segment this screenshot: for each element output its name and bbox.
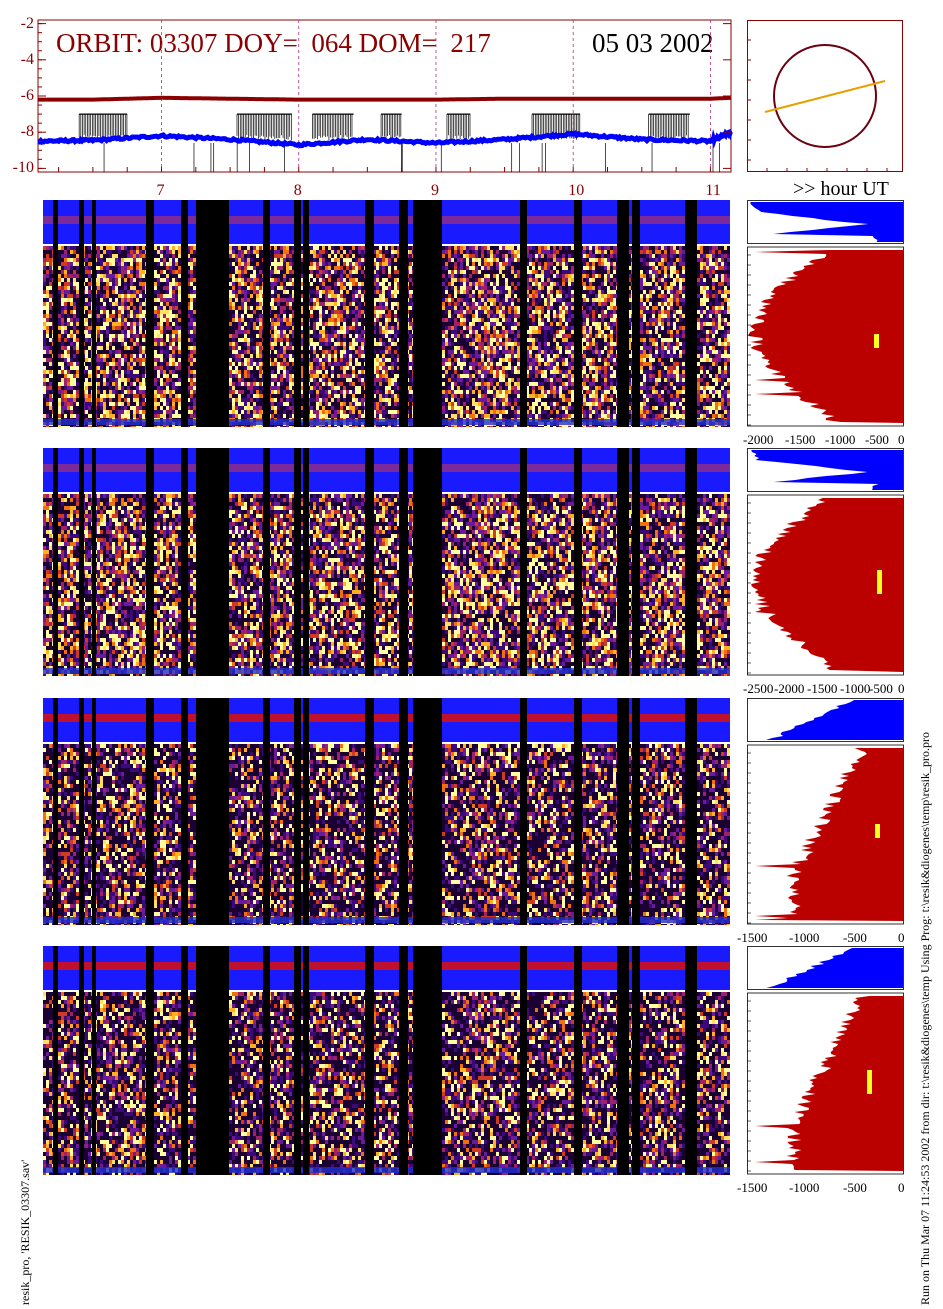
right-caption: Run on Thu Mar 07 11:24:53 2002 from dir… (918, 732, 933, 1305)
top-plot-frame (37, 19, 732, 173)
hist-axis-tick: -1000 (789, 1180, 819, 1196)
date-label: 05 03 2002 (592, 28, 714, 59)
hist-main-fill (754, 996, 903, 1171)
hist-axis-tick: 0 (898, 1180, 905, 1196)
hist-main-fill (754, 748, 903, 921)
x-tick-label: 11 (705, 182, 720, 200)
hist-axis-tick: 0 (898, 681, 905, 697)
y-tick-label: -8 (4, 123, 34, 141)
series-line-0 (38, 95, 731, 102)
series-0-point-9 (641, 98, 643, 100)
hist-axis-tick: -2000 (743, 432, 773, 448)
x-axis-label: >> hour UT (793, 178, 889, 201)
histogram-panel-2 (747, 448, 904, 676)
hist-top-fill (750, 202, 903, 242)
series-1-point-4 (298, 144, 300, 146)
series-0-point-0 (37, 99, 39, 101)
hist-main-fill (751, 498, 903, 672)
series-line-1 (37, 128, 733, 149)
hist-axis-tick: -1500 (737, 1180, 767, 1196)
histogram-panel-3 (747, 698, 904, 925)
hist-axis-tick: -2000 (774, 681, 804, 697)
series-0-point-8 (572, 98, 574, 100)
series-1-point-2 (161, 135, 163, 137)
series-1-point-6 (435, 142, 437, 144)
series-0-point-1 (92, 99, 94, 101)
left-caption: resik_pro, 'RESIK_03307.sav' (18, 1160, 33, 1305)
spectrogram-panel-4 (43, 946, 730, 1175)
top-line-plot (37, 19, 733, 173)
earth-circle (773, 44, 877, 148)
orbit-title: ORBIT: 03307 DOY= 064 DOM= 217 (56, 28, 491, 59)
y-tick-label: -10 (4, 159, 34, 177)
hist-axis-tick: -1500 (807, 681, 837, 697)
hist-axis-tick: -500 (843, 930, 867, 946)
hist-axis-tick: -500 (869, 681, 893, 697)
spectrogram-panel-1 (43, 200, 730, 427)
x-tick-label: 10 (568, 182, 584, 200)
series-1-point-7 (504, 138, 506, 140)
hist-main-fill (748, 250, 903, 423)
series-0-point-11 (730, 97, 732, 99)
hist-axis-tick: -1500 (785, 432, 815, 448)
hist-axis-tick: -1000 (825, 432, 855, 448)
series-0-point-6 (435, 99, 437, 101)
series-1-point-3 (229, 138, 231, 140)
series-1-point-10 (709, 140, 711, 142)
spectrogram-panel-3 (43, 698, 730, 925)
histogram-panel-4 (747, 946, 904, 1175)
orbit-track-plot (747, 20, 903, 172)
hist-axis-tick: -1500 (737, 930, 767, 946)
hist-marker (875, 824, 880, 838)
hist-top-fill (766, 948, 903, 988)
hist-axis-tick: -500 (843, 1180, 867, 1196)
hist-top-fill (751, 450, 903, 490)
series-1-point-5 (366, 138, 368, 140)
hist-top-fill (765, 700, 903, 740)
hist-axis-tick: -1000 (789, 930, 819, 946)
hist-marker (867, 1070, 872, 1094)
series-1-point-1 (92, 139, 94, 141)
series-1-point-9 (641, 138, 643, 140)
x-tick-label: 9 (431, 182, 439, 200)
x-tick-label: 7 (157, 182, 165, 200)
hist-marker (877, 570, 882, 594)
y-tick-label: -2 (4, 15, 34, 33)
series-1-point-8 (572, 133, 574, 135)
hist-axis-tick: -2500 (743, 681, 773, 697)
spectrogram-panel-2 (43, 448, 730, 676)
hist-axis-tick: -1000 (840, 681, 870, 697)
series-0-point-4 (298, 99, 300, 101)
hist-axis-tick: -500 (865, 432, 889, 448)
hist-marker (874, 334, 879, 348)
series-0-point-3 (229, 98, 231, 100)
series-0-point-5 (366, 99, 368, 101)
orbit-track-line (764, 80, 886, 113)
histogram-panel-1 (747, 200, 904, 427)
hist-axis-tick: 0 (898, 432, 905, 448)
series-0-point-2 (161, 97, 163, 99)
y-tick-label: -4 (4, 51, 34, 69)
series-0-point-7 (504, 98, 506, 100)
hist-axis-tick: 0 (898, 930, 905, 946)
x-tick-label: 8 (294, 182, 302, 200)
series-0-point-10 (709, 98, 711, 100)
y-tick-label: -6 (4, 87, 34, 105)
